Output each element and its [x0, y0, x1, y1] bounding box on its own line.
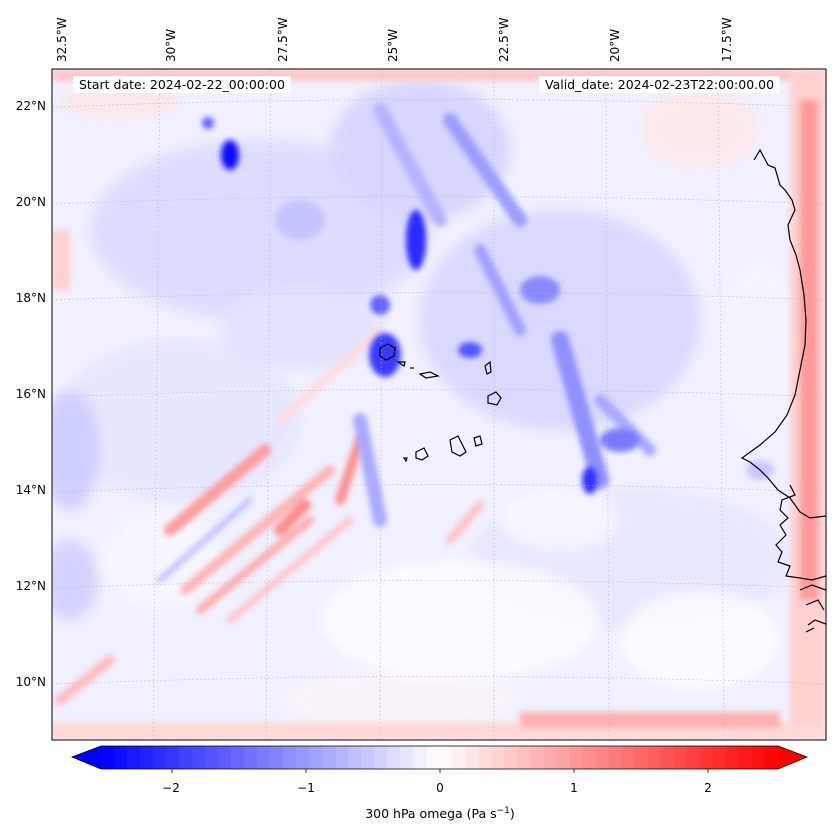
colorbar-cell: [179, 746, 193, 769]
colorbar-cell: [725, 746, 740, 769]
colorbar-cell: [296, 746, 310, 769]
colorbar-cell: [309, 746, 323, 769]
colorbar-cell: [426, 746, 441, 769]
lat-label: 10°N: [15, 675, 46, 689]
colorbar-cell: [218, 746, 232, 769]
colorbar-cell: [283, 746, 297, 769]
lon-label: 27.5°W: [276, 17, 290, 62]
colorbar-cell: [634, 746, 649, 769]
lon-label: 22.5°W: [497, 17, 511, 62]
lat-label: 12°N: [15, 579, 46, 593]
colorbar-cell: [478, 746, 493, 769]
lat-label: 14°N: [15, 483, 46, 497]
colorbar-cell: [166, 746, 180, 769]
colorbar-cell: [348, 746, 362, 769]
colorbar-cell: [361, 746, 375, 769]
colorbar-tick-label: 1: [570, 781, 578, 795]
lon-label: 20°W: [608, 28, 622, 62]
colorbar-cell: [660, 746, 675, 769]
colorbar-tick-label: 0: [436, 781, 444, 795]
colorbar-cell: [504, 746, 519, 769]
valid-date-label: Valid_date: 2024-02-23T22:00:00.00: [539, 76, 781, 93]
colorbar-cell: [231, 746, 245, 769]
colorbar-cell: [764, 746, 779, 769]
colorbar-cell: [465, 746, 480, 769]
lon-label: 30°W: [164, 28, 178, 62]
colorbar-cell: [738, 746, 753, 769]
colorbar-cell: [335, 746, 349, 769]
colorbar-cell: [257, 746, 271, 769]
colorbar-cell: [153, 746, 167, 769]
colorbar-cell: [595, 746, 610, 769]
colorbar-cell: [244, 746, 258, 769]
colorbar-cell: [543, 746, 558, 769]
colorbar-cell: [439, 746, 454, 769]
colorbar-cell: [751, 746, 766, 769]
lat-label: 18°N: [15, 291, 46, 305]
lat-label: 22°N: [15, 99, 46, 113]
colorbar-cell: [270, 746, 284, 769]
colorbar-cell: [101, 746, 115, 769]
colorbar-tick-label: −2: [162, 781, 180, 795]
colorbar-cell: [127, 746, 141, 769]
map-frame: [51, 68, 827, 741]
colorbar-label: 300 hPa omega (Pa s−1): [365, 806, 515, 822]
colorbar-cell: [517, 746, 532, 769]
colorbar-cell: [712, 746, 727, 769]
cape-verde-islands: [379, 343, 502, 463]
colorbar-cell: [192, 746, 206, 769]
colorbar: [70, 745, 809, 773]
lon-label: 32.5°W: [55, 17, 69, 62]
colorbar-cell: [608, 746, 623, 769]
lon-label: 25°W: [386, 28, 400, 62]
omega-field: [52, 69, 826, 740]
lat-label: 20°N: [15, 195, 46, 209]
lat-label: 16°N: [15, 387, 46, 401]
coastline: [740, 148, 826, 633]
lon-label: 17.5°W: [720, 17, 734, 62]
colorbar-cell: [530, 746, 545, 769]
colorbar-cell: [400, 746, 415, 769]
colorbar-tick-label: −1: [297, 781, 315, 795]
colorbar-cell: [452, 746, 467, 769]
colorbar-cell: [374, 746, 389, 769]
colorbar-cell: [686, 746, 701, 769]
colorbar-cell: [699, 746, 714, 769]
colorbar-cell: [205, 746, 219, 769]
colorbar-cell: [114, 746, 128, 769]
colorbar-cell: [413, 746, 428, 769]
start-date-label: Start date: 2024-02-22_00:00:00: [73, 76, 291, 93]
colorbar-cell: [387, 746, 402, 769]
colorbar-tick-label: 2: [704, 781, 712, 795]
colorbar-cell: [491, 746, 506, 769]
colorbar-cell: [647, 746, 662, 769]
colorbar-cell: [673, 746, 688, 769]
colorbar-cell: [322, 746, 336, 769]
colorbar-cell: [582, 746, 597, 769]
colorbar-cell: [140, 746, 154, 769]
colorbar-cell: [569, 746, 584, 769]
colorbar-cell: [621, 746, 636, 769]
colorbar-cell: [556, 746, 571, 769]
